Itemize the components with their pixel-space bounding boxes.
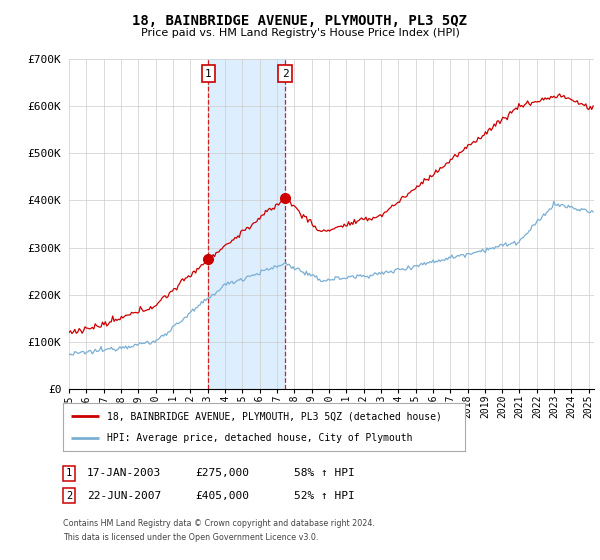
Text: This data is licensed under the Open Government Licence v3.0.: This data is licensed under the Open Gov… <box>63 533 319 542</box>
Text: 22-JUN-2007: 22-JUN-2007 <box>87 491 161 501</box>
Text: 1: 1 <box>66 468 72 478</box>
Text: 18, BAINBRIDGE AVENUE, PLYMOUTH, PL3 5QZ (detached house): 18, BAINBRIDGE AVENUE, PLYMOUTH, PL3 5QZ… <box>107 411 442 421</box>
Text: 18, BAINBRIDGE AVENUE, PLYMOUTH, PL3 5QZ: 18, BAINBRIDGE AVENUE, PLYMOUTH, PL3 5QZ <box>133 14 467 28</box>
Text: 17-JAN-2003: 17-JAN-2003 <box>87 468 161 478</box>
Text: 58% ↑ HPI: 58% ↑ HPI <box>294 468 355 478</box>
Text: 2: 2 <box>281 69 289 79</box>
Bar <box>208 59 285 389</box>
Text: 2: 2 <box>66 491 72 501</box>
Text: Contains HM Land Registry data © Crown copyright and database right 2024.: Contains HM Land Registry data © Crown c… <box>63 519 375 528</box>
Text: £275,000: £275,000 <box>195 468 249 478</box>
Text: 1: 1 <box>205 69 212 79</box>
Text: £405,000: £405,000 <box>195 491 249 501</box>
Text: 52% ↑ HPI: 52% ↑ HPI <box>294 491 355 501</box>
Text: HPI: Average price, detached house, City of Plymouth: HPI: Average price, detached house, City… <box>107 433 413 443</box>
Text: Price paid vs. HM Land Registry's House Price Index (HPI): Price paid vs. HM Land Registry's House … <box>140 28 460 38</box>
